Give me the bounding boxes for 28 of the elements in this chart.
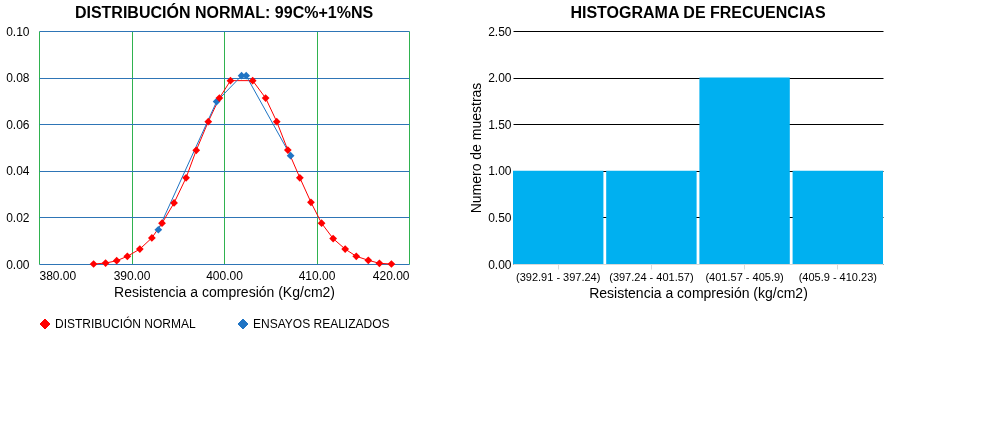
legend-label: ENSAYOS REALIZADOS [253,317,390,331]
x-tick-label: 400.00 [206,268,244,283]
y-axis-title: Numero de muestras [468,82,485,214]
y-tick-label: 0.00 [6,257,30,272]
x-tick-label: (405.9 - 410.23) [798,270,877,283]
x-tick-label: 410.00 [298,268,336,283]
x-axis-title: Resistencia a compresión (Kg/cm2) [114,283,335,300]
legend-label: DISTRIBUCIÓN NORMAL [55,316,196,331]
chart-title: HISTOGRAMA DE FRECUENCIAS [570,4,826,21]
x-tick-label: 390.00 [113,268,151,283]
y-tick-label: 0.50 [488,210,512,225]
y-tick-label: 0.04 [6,164,30,179]
y-tick-label: 0.02 [6,210,30,225]
x-tick-label: (392.91 - 397.24) [516,270,601,283]
y-tick-label: 1.00 [488,164,512,179]
y-tick-label: 2.50 [488,24,512,39]
chart-title: DISTRIBUCIÓN NORMAL: 99C%+1%NS [74,3,374,21]
x-tick-label: 420.00 [372,268,410,283]
y-tick-label: 2.00 [488,71,512,86]
y-tick-label: 0.10 [6,24,30,39]
x-tick-label: (397.24 - 401.57) [609,270,694,283]
x-tick-label: 380.00 [39,268,77,283]
x-tick-label: (401.57 - 405.9) [705,270,784,283]
y-tick-label: 0.08 [6,71,30,86]
y-tick-label: 0.00 [488,257,512,272]
y-tick-label: 1.50 [488,117,512,132]
x-axis-title: Resistencia a compresión (kg/cm2) [589,284,808,301]
y-tick-label: 0.06 [6,117,30,132]
